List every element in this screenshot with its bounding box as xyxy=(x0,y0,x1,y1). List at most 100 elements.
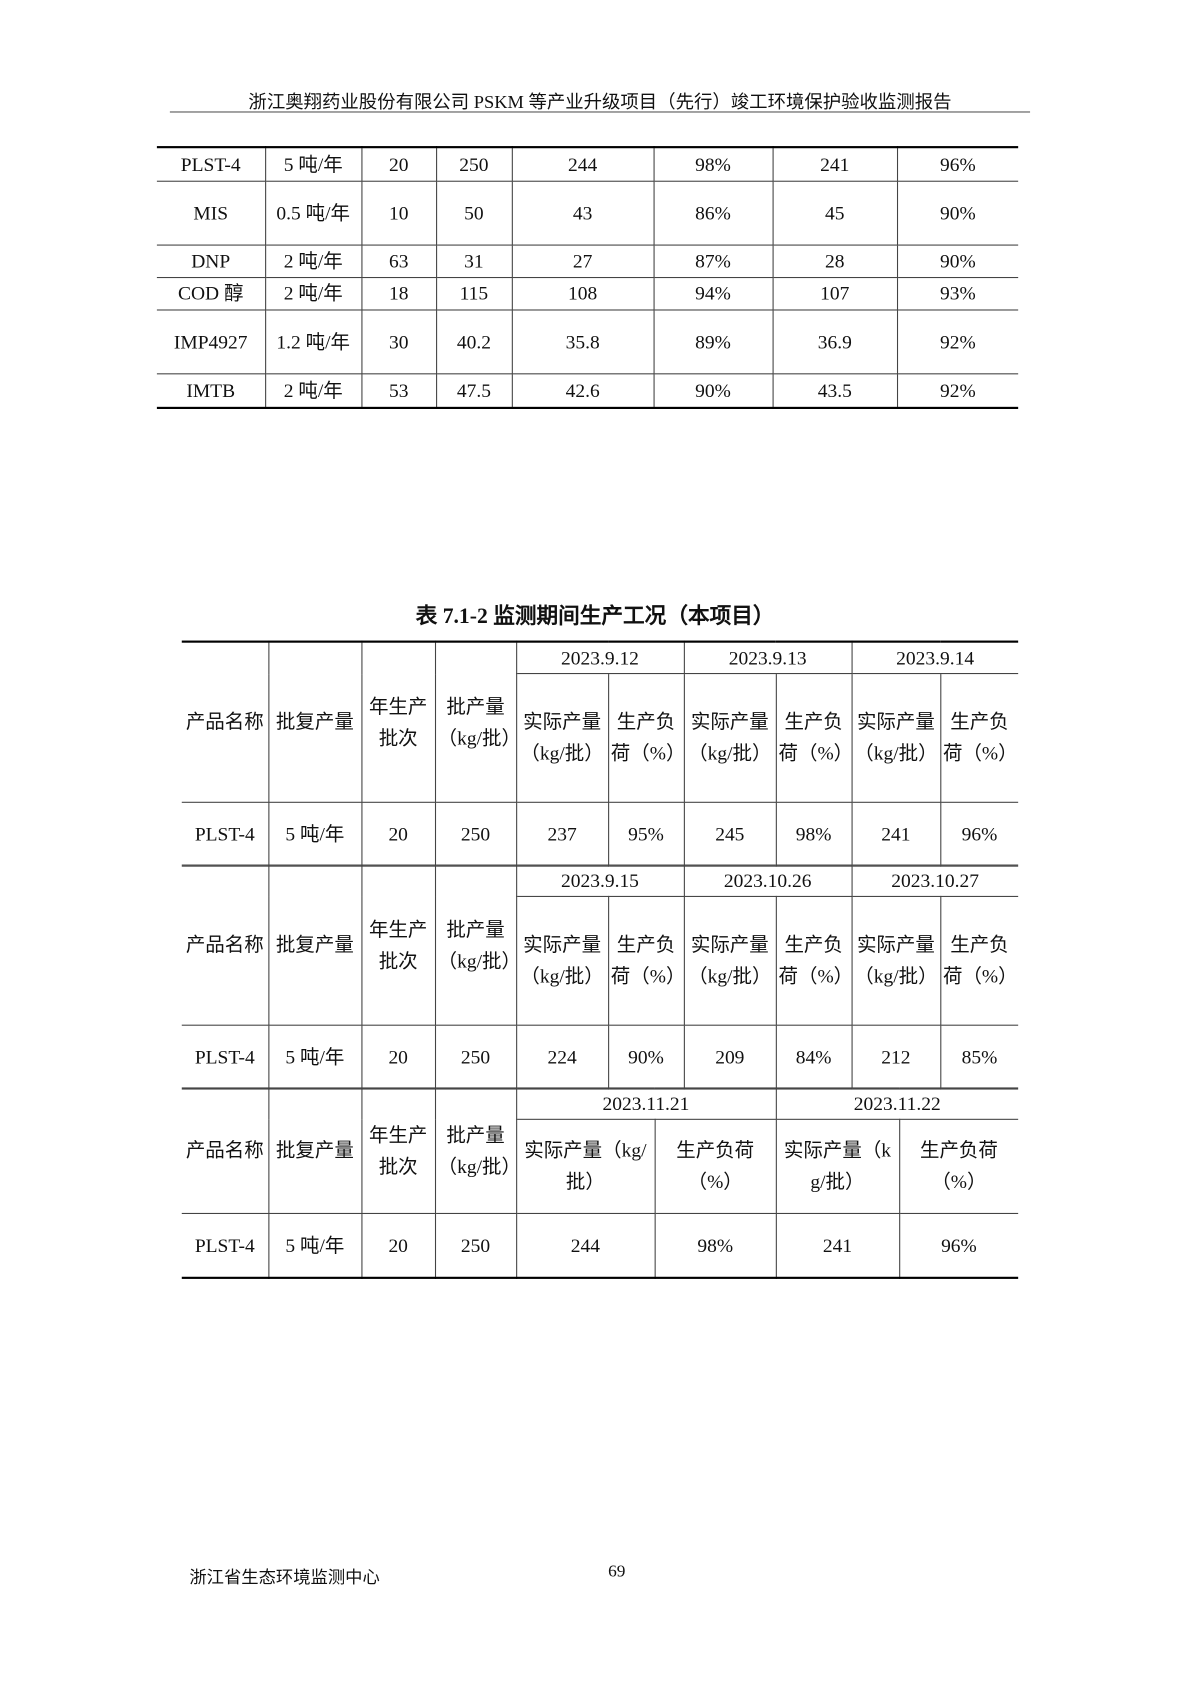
data-cell: 241 xyxy=(775,1212,900,1279)
column-header: 年生产批次 xyxy=(360,641,436,803)
table-cell: 2 吨/年 xyxy=(264,373,362,409)
table-caption: 表 7.1-2 监测期间生产工况（本项目） xyxy=(415,604,775,629)
table-row: IMTB 2 吨/年 53 47.5 42.6 90% 43.5 92% xyxy=(156,373,1019,409)
table-row: DNP 2 吨/年 63 31 27 87% 28 90% xyxy=(156,244,1019,279)
data-cell: 244 xyxy=(515,1212,656,1279)
data-cell: 250 xyxy=(434,801,517,867)
date-header: 2023.10.26 xyxy=(683,864,853,897)
header-rule xyxy=(169,111,1031,113)
sub-header: 实际产量（kg/批） xyxy=(683,895,777,1026)
production-table-section-2: 产品名称 批复产量 年生产批次 批产量（kg/批） 2023.9.15 2023.10.2… xyxy=(181,864,1019,1090)
sub-header: 生产负荷（%） xyxy=(939,895,1019,1026)
data-cell: 237 xyxy=(515,801,609,867)
sub-header: 实际产量（kg/批） xyxy=(516,895,609,1026)
production-table-section-3: 产品名称 批复产量 年生产批次 批产量（kg/批） 2023.11.21 2023.11.… xyxy=(181,1087,1019,1279)
running-header: 浙江奥翔药业股份有限公司 PSKM 等产业升级项目（先行）竣工环境保护验收监测报… xyxy=(248,91,952,113)
table-cell: 47.5 xyxy=(435,373,513,409)
sub-header: 生产负荷（%） xyxy=(939,673,1019,803)
data-cell: 98% xyxy=(654,1212,777,1279)
table-cell: 250 xyxy=(435,146,513,182)
column-header: 批复产量 xyxy=(267,1087,362,1215)
table-cell: 35.8 xyxy=(511,309,655,375)
table-cell: 92% xyxy=(896,373,1019,409)
table-cell: 42.6 xyxy=(511,373,655,409)
data-cell: 20 xyxy=(360,1024,436,1090)
footer-organization: 浙江省生态环境监测中心 xyxy=(189,1568,380,1588)
table-cell: 27 xyxy=(511,244,655,279)
date-header: 2023.9.14 xyxy=(850,641,1019,675)
data-cell: 250 xyxy=(434,1212,517,1279)
data-cell: 95% xyxy=(607,801,685,867)
table-cell: 87% xyxy=(652,244,774,279)
data-cell: 96% xyxy=(898,1212,1019,1279)
table-row: PLST-4 5 吨/年 20 250 244 98% 241 96% xyxy=(156,146,1019,182)
page-number: 69 xyxy=(608,1562,626,1581)
table-cell: MIS xyxy=(156,180,266,246)
table-cell: IMP4927 xyxy=(156,309,266,375)
table-row: PLST-4 5 吨/年 20 250 237 95% 245 98% 241 96% xyxy=(181,801,1019,867)
table-row: 产品名称 批复产量 年生产批次 批产量（kg/批） 2023.9.15 2023.10.2… xyxy=(181,864,1019,1026)
table-cell: 0.5 吨/年 xyxy=(264,180,362,246)
table-cell: PLST-4 xyxy=(156,146,266,182)
table-cell: IMTB xyxy=(156,373,266,409)
data-cell: 250 xyxy=(434,1024,517,1090)
column-header: 批产量（kg/批） xyxy=(434,1087,521,1215)
table-cell: 90% xyxy=(652,373,774,409)
table-cell: 92% xyxy=(896,309,1019,375)
production-table-continued: PLST-4 5 吨/年 20 250 244 98% 241 96% MIS 0.5 吨/年 10… xyxy=(156,146,1019,409)
table-cell: 241 xyxy=(772,146,898,182)
date-header: 2023.10.27 xyxy=(850,864,1019,897)
data-cell: PLST-4 xyxy=(181,1024,269,1090)
data-cell: 20 xyxy=(360,801,436,867)
sub-header: 生产负荷（%） xyxy=(607,895,685,1026)
table-cell: 244 xyxy=(511,146,655,182)
date-header: 2023.9.12 xyxy=(515,641,685,675)
sub-header: 生产负荷（%） xyxy=(775,895,853,1026)
data-cell: 5 吨/年 xyxy=(267,1212,362,1279)
sub-header: 生产负荷（%） xyxy=(654,1118,777,1215)
table-cell: 89% xyxy=(652,309,774,375)
table-cell: 1.2 吨/年 xyxy=(264,309,362,375)
data-cell: 245 xyxy=(683,801,777,867)
date-header: 2023.11.22 xyxy=(775,1087,1019,1120)
table-cell: 36.9 xyxy=(772,309,898,375)
table-cell: 86% xyxy=(652,180,774,246)
table-row: 实际产量（kg/批） 生产负荷（%） 实际产量（kg/批） 生产负荷（%） 实际产量（k… xyxy=(182,895,1019,1026)
date-header: 2023.9.13 xyxy=(683,641,853,675)
production-table-section-1: 产品名称 批复产量 年生产批次 批产量（kg/批） 2023.9.12 2023.9.13… xyxy=(181,640,1019,867)
table-cell: 98% xyxy=(652,146,774,182)
sub-header: 生产负荷（%） xyxy=(775,673,853,803)
sub-header: 实际产量（kg/批） xyxy=(683,673,777,803)
date-header: 2023.9.15 xyxy=(515,864,685,897)
table-cell: 43.5 xyxy=(772,373,898,409)
table-cell: 2 吨/年 xyxy=(264,276,362,311)
column-header: 批产量（kg/批） xyxy=(434,641,521,803)
table-cell: 30 xyxy=(360,309,437,375)
data-cell: 96% xyxy=(939,801,1019,867)
data-cell: 20 xyxy=(360,1212,436,1279)
table-cell: 43 xyxy=(511,180,655,246)
table-cell: 18 xyxy=(360,276,437,311)
table-cell: 108 xyxy=(511,276,655,311)
data-cell: 98% xyxy=(775,801,853,867)
table-cell: 31 xyxy=(435,244,513,279)
table-row: MIS 0.5 吨/年 10 50 43 86% 45 90% xyxy=(156,180,1019,246)
table-cell: 94% xyxy=(652,276,774,311)
column-header: 产品名称 xyxy=(181,864,269,1026)
table-row: 产品名称 批复产量 年生产批次 批产量（kg/批） 2023.9.12 2023.9.13… xyxy=(181,641,1019,803)
sub-header: 实际产量（kg/批） xyxy=(516,1118,656,1215)
table-cell: 90% xyxy=(896,180,1019,246)
table-row: 实际产量（kg/批） 生产负荷（%） 实际产量（kg/批） 生产负荷（%） xyxy=(182,1118,1019,1215)
column-header: 产品名称 xyxy=(181,1087,269,1215)
data-cell: 224 xyxy=(515,1024,609,1090)
table-row: 实际产量（kg/批） 生产负荷（%） 实际产量（kg/批） 生产负荷（%） 实际产量（k… xyxy=(182,673,1019,803)
data-cell: 5 吨/年 xyxy=(267,1024,362,1090)
table-cell: 28 xyxy=(772,244,898,279)
table-cell: COD 醇 xyxy=(156,276,266,311)
sub-header: 实际产量（kg/批） xyxy=(850,673,941,803)
column-header: 年生产批次 xyxy=(360,864,436,1026)
table-cell: 90% xyxy=(896,244,1019,279)
table-cell: 93% xyxy=(896,276,1019,311)
